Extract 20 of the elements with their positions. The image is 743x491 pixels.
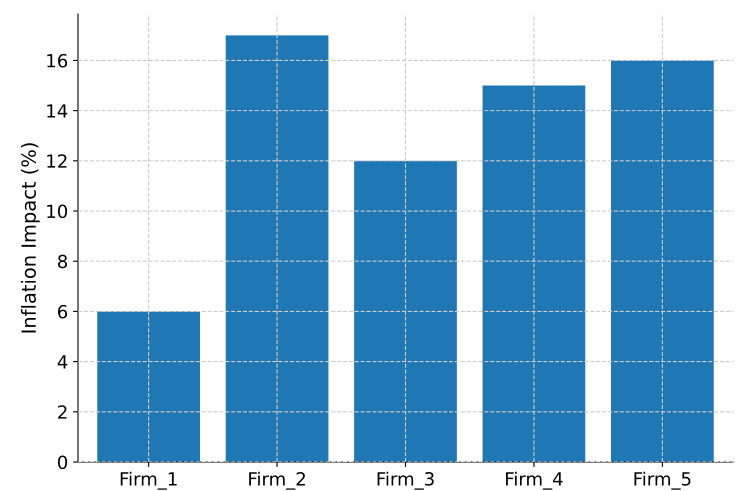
- y-tick-label: 16: [47, 54, 68, 68]
- y-tick-label: 10: [47, 204, 68, 218]
- y-tick-label: 8: [58, 254, 68, 268]
- y-axis-title: Inflation Impact (%): [20, 143, 40, 332]
- y-tick-label: 12: [47, 154, 66, 168]
- bar: [97, 311, 200, 462]
- x-tick-label: Firm_4: [506, 472, 563, 490]
- bar: [226, 35, 328, 462]
- bar: [354, 160, 457, 462]
- bar: [482, 86, 586, 462]
- y-tick-label: 6: [58, 304, 68, 319]
- x-tick-label: Firm_2: [249, 472, 305, 490]
- x-tick-label: Firm_5: [634, 472, 690, 490]
- y-tick-label: 14: [47, 104, 68, 118]
- y-tick-label: 2: [58, 405, 66, 419]
- y-tick-label: 0: [58, 455, 68, 470]
- x-tick-label: Firm_3: [378, 472, 434, 490]
- bar: [610, 60, 714, 462]
- x-tick-label: Firm_1: [120, 472, 177, 490]
- y-tick-label: 4: [58, 355, 68, 368]
